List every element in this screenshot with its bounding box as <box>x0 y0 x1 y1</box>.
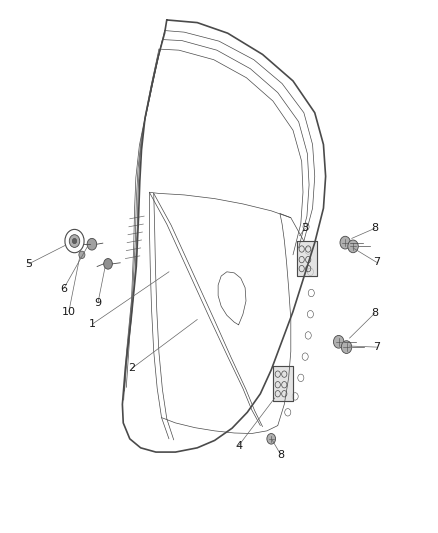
Text: 3: 3 <box>302 223 309 233</box>
Text: 8: 8 <box>371 223 378 233</box>
Text: 4: 4 <box>235 441 242 451</box>
Text: 8: 8 <box>277 450 284 460</box>
Circle shape <box>341 341 352 353</box>
Circle shape <box>267 433 276 444</box>
Text: 7: 7 <box>373 342 380 352</box>
Text: 2: 2 <box>128 364 135 373</box>
Text: 5: 5 <box>25 259 32 269</box>
Circle shape <box>72 238 77 244</box>
Text: 6: 6 <box>60 284 67 294</box>
Circle shape <box>69 235 80 247</box>
Circle shape <box>348 240 358 253</box>
Text: 10: 10 <box>62 306 76 317</box>
Circle shape <box>340 236 350 249</box>
Circle shape <box>79 251 85 259</box>
Circle shape <box>87 238 97 250</box>
Text: 8: 8 <box>371 308 378 318</box>
Circle shape <box>333 335 344 348</box>
Text: 9: 9 <box>95 297 102 308</box>
Polygon shape <box>273 366 293 401</box>
Text: 1: 1 <box>89 319 96 329</box>
Circle shape <box>104 259 113 269</box>
Polygon shape <box>297 241 317 276</box>
Text: 7: 7 <box>373 257 380 267</box>
